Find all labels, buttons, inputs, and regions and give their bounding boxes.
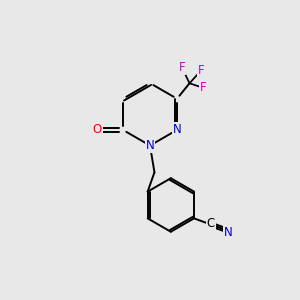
Text: N: N xyxy=(224,226,233,238)
Text: N: N xyxy=(146,139,154,152)
Text: F: F xyxy=(197,64,204,77)
Text: F: F xyxy=(200,81,206,94)
Text: O: O xyxy=(92,123,102,136)
Text: F: F xyxy=(179,61,185,74)
Text: C: C xyxy=(207,217,215,230)
Text: N: N xyxy=(173,123,182,136)
